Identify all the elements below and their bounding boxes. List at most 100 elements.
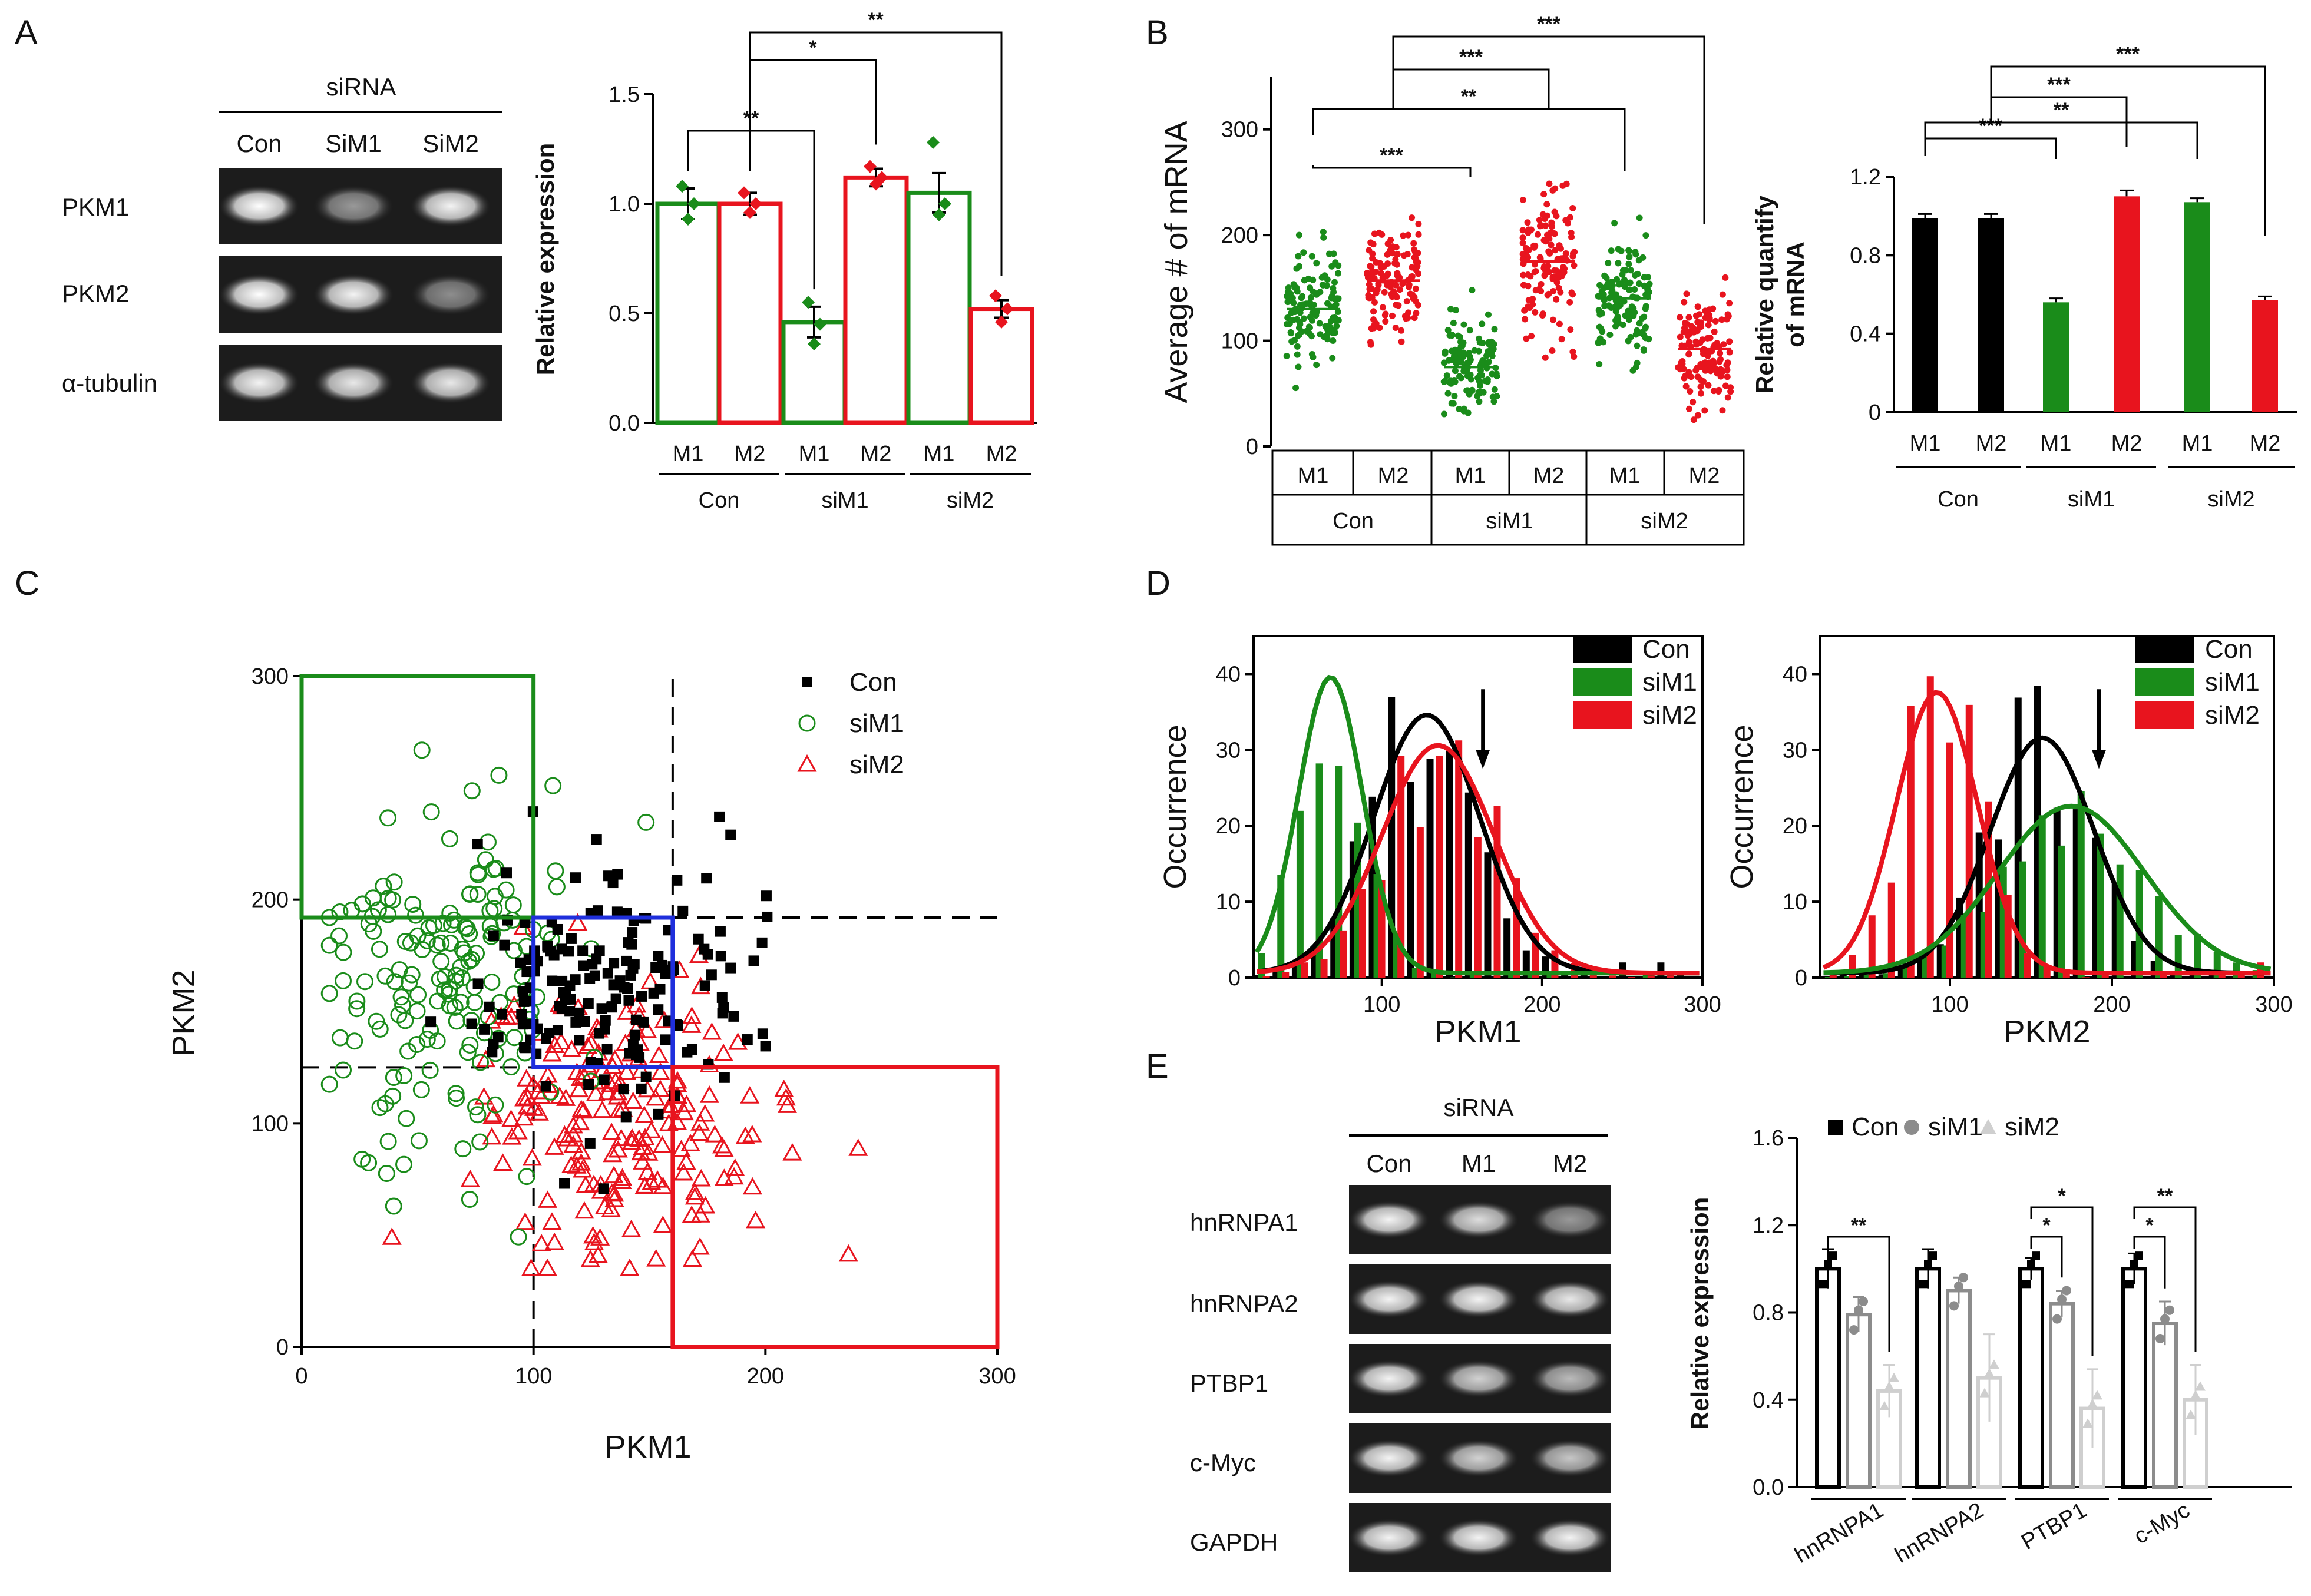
c-point-con (479, 1024, 490, 1035)
c-point-sim2 (695, 1104, 715, 1122)
b1-data-point (1384, 270, 1391, 277)
b1-data-point (1370, 325, 1377, 332)
c-point-sim2 (774, 1080, 794, 1097)
c-point-con (656, 959, 667, 971)
d2-arrow-head (2092, 750, 2106, 769)
e-data-point (1849, 1325, 1859, 1335)
b1-data-point (1697, 390, 1704, 397)
e-data-point (1984, 1368, 1995, 1378)
a-x-tick-label: M1 (673, 442, 704, 466)
b1-data-point (1567, 326, 1574, 333)
d2-y-tick-label: 40 (1783, 662, 1807, 687)
c-point-sim1 (505, 942, 523, 959)
a-group-label: Con (699, 488, 740, 513)
b1-data-point (1524, 219, 1531, 226)
b2-bar (1912, 218, 1938, 412)
c-point-sim2 (542, 1212, 562, 1230)
a-group-label: siM2 (947, 488, 994, 513)
c-point-sim1 (348, 992, 366, 1010)
b1-data-point (1283, 353, 1290, 360)
c-point-sim1 (471, 1133, 489, 1151)
e-data-point (1954, 1282, 1963, 1292)
b1-data-point (1457, 350, 1464, 357)
b1-data-point (1687, 388, 1694, 395)
b1-data-point (1444, 390, 1452, 397)
b1-data-point (1615, 260, 1622, 267)
b1-data-point (1677, 333, 1684, 340)
b1-data-point (1290, 316, 1297, 323)
c-point-sim1 (386, 973, 404, 991)
b1-data-point (1299, 293, 1306, 300)
c-point-con (472, 978, 484, 989)
b1-data-point (1393, 282, 1400, 289)
b1-data-point (1685, 369, 1692, 376)
b1-data-point (1715, 386, 1722, 393)
b1-data-point (1712, 366, 1720, 373)
b1-data-point (1476, 378, 1483, 385)
d1-x-tick-label: 100 (1363, 992, 1400, 1017)
c-point-sim1 (429, 992, 447, 1010)
b1-data-point (1394, 272, 1401, 279)
d1-y-tick-label: 0 (1228, 966, 1241, 991)
d1-bar (1262, 976, 1270, 978)
c-point-sim1 (385, 873, 403, 891)
c-point-sim2 (580, 1249, 600, 1267)
b1-data-point (1380, 263, 1387, 270)
c-point-con (592, 905, 603, 916)
b1-data-point (1705, 382, 1712, 389)
c-point-con (611, 906, 623, 918)
c-point-con (501, 867, 512, 879)
b1-data-point (1371, 299, 1378, 306)
c-point-con (523, 996, 534, 1007)
d1-legend-swatch (1573, 635, 1632, 663)
b1-data-point (1621, 283, 1628, 290)
b1-data-point (1396, 286, 1403, 293)
c-point-con (608, 979, 619, 991)
d2-bar (2062, 973, 2070, 978)
b1-data-point (1519, 251, 1526, 258)
b1-data-point (1398, 327, 1405, 334)
d2-x-tick-label: 100 (1931, 992, 1968, 1017)
c-point-sim1 (469, 864, 487, 882)
c-point-sim2 (474, 1087, 494, 1105)
b1-data-point (1392, 325, 1399, 332)
a-data-point (743, 206, 756, 219)
b2-x-tick-label: M2 (2250, 431, 2281, 456)
gel-a-row-2: PKM2 (62, 280, 129, 307)
a-data-point (682, 213, 695, 226)
gel-e-lane-1: Con (1366, 1150, 1411, 1177)
b2-sig-bracket (1990, 65, 2266, 236)
c-point-sim1 (461, 1036, 479, 1054)
e-sig-bracket (2133, 1206, 2197, 1352)
b1-data-point (1412, 285, 1419, 292)
e-data-point (2087, 1399, 2098, 1409)
d1-bar (1599, 976, 1607, 978)
gel-band (1349, 1280, 1429, 1318)
b1-data-point (1560, 269, 1568, 276)
b1-data-point (1704, 335, 1711, 342)
c-point-sim1 (448, 1012, 465, 1030)
c-x-tick-label: 300 (978, 1364, 1016, 1389)
c-point-sim1 (394, 996, 411, 1014)
b1-data-point (1464, 360, 1471, 367)
c-point-sim2 (690, 1237, 710, 1255)
c-point-con (762, 911, 773, 922)
b1-data-point (1540, 263, 1548, 270)
b1-sig-bracket (1392, 68, 1550, 109)
b2-x-tick-label: M1 (2182, 431, 2213, 456)
b1-data-point (1452, 378, 1459, 385)
e-data-point (2082, 1418, 2093, 1428)
d2-bar (1859, 973, 1866, 978)
b1-data-point (1403, 298, 1410, 305)
c-point-sim1 (505, 1029, 523, 1047)
b1-data-point (1333, 301, 1340, 308)
b1-data-point (1485, 348, 1492, 355)
b1-data-point (1608, 304, 1615, 311)
b1-data-point (1551, 208, 1558, 216)
gel-band (411, 185, 491, 227)
gel-e-row-2: hnRNPA2 (1190, 1290, 1298, 1317)
c-point-sim2 (646, 1249, 666, 1267)
c-point-sim1 (798, 714, 816, 732)
c-point-sim2 (522, 1148, 542, 1166)
b1-data-point (1719, 291, 1726, 298)
